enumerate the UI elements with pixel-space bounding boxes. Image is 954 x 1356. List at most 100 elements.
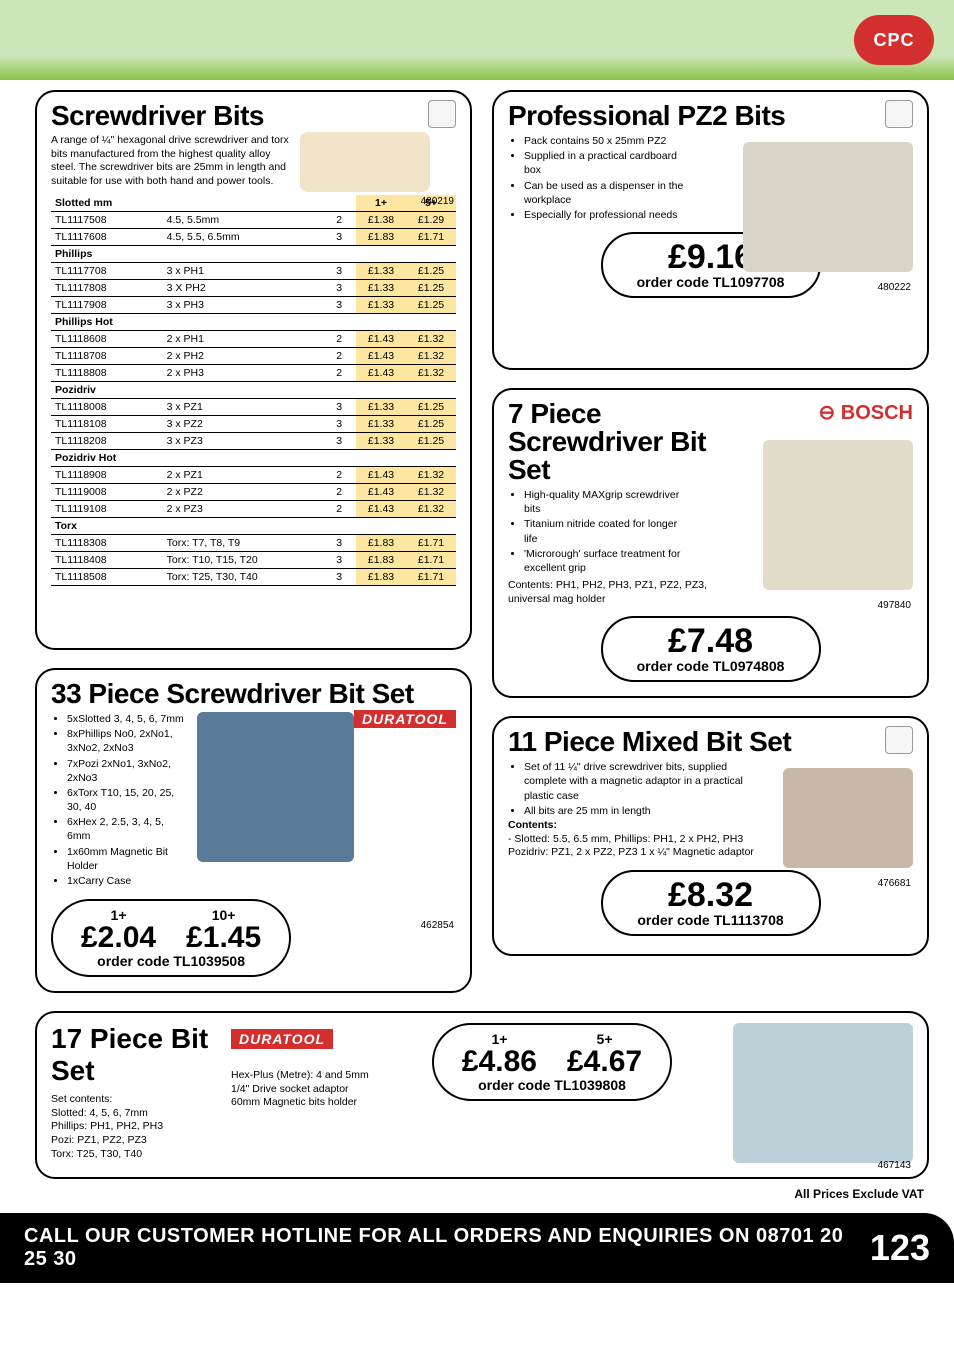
tier-price: £1.45 [186, 923, 261, 953]
cell-price-1: £1.83 [356, 551, 406, 568]
cell-desc: 4.5, 5.5, 6.5mm [163, 228, 333, 245]
product-image [743, 142, 913, 272]
cell-code: TL1117808 [51, 279, 163, 296]
card-title: 7 Piece Screwdriver Bit Set [508, 400, 751, 484]
section-header: Phillips Hot [51, 313, 456, 330]
table-row: TL11181083 x PZ23£1.33£1.25 [51, 415, 456, 432]
cell-desc: 2 x PZ1 [163, 466, 333, 483]
price-value: £7.48 [631, 624, 791, 658]
cell-code: TL1118708 [51, 347, 163, 364]
cell-price-5: £1.32 [406, 500, 456, 517]
cell-pack: 3 [332, 279, 356, 296]
cell-desc: 4.5, 5.5mm [163, 211, 333, 228]
list-item: 'Microrough' surface treatment for excel… [524, 547, 690, 575]
list-item: Pack contains 50 x 25mm PZ2 [524, 134, 690, 148]
cell-code: TL1119108 [51, 500, 163, 517]
cell-price-1: £1.33 [356, 432, 406, 449]
feature-list: 5xSlotted 3, 4, 5, 6, 7mm8xPhillips No0,… [51, 712, 187, 889]
cell-desc: 3 x PZ3 [163, 432, 333, 449]
list-item: Especially for professional needs [524, 208, 690, 222]
section-header: Pozidriv Hot [51, 449, 456, 466]
list-item: Supplied in a practical cardboard box [524, 149, 690, 177]
page-footer: CALL OUR CUSTOMER HOTLINE FOR ALL ORDERS… [0, 1213, 954, 1283]
order-code: order code TL1039808 [462, 1077, 642, 1093]
cell-pack: 2 [332, 500, 356, 517]
cell-desc: 2 x PH1 [163, 330, 333, 347]
cell-desc: 3 X PH2 [163, 279, 333, 296]
list-item: High-quality MAXgrip screwdriver bits [524, 488, 690, 516]
col-header: 1+ [356, 195, 406, 212]
cell-desc: Torx: T10, T15, T20 [163, 551, 333, 568]
cell-price-5: £1.25 [406, 262, 456, 279]
card-title: 33 Piece Screwdriver Bit Set DURATOOL [51, 680, 456, 708]
col-header: Slotted mm [51, 195, 163, 212]
price-box: 1+ £2.04 10+ £1.45 order code TL1039508 [51, 899, 291, 977]
table-row: TL11182083 x PZ33£1.33£1.25 [51, 432, 456, 449]
cell-desc: 2 x PZ3 [163, 500, 333, 517]
cell-code: TL1118308 [51, 534, 163, 551]
list-item: Can be used as a dispenser in the workpl… [524, 179, 690, 207]
card-11-piece: 11 Piece Mixed Bit Set Set of 11 ¼" driv… [492, 716, 929, 956]
list-item: All bits are 25 mm in length [524, 804, 771, 818]
order-code: order code TL0974808 [631, 658, 791, 674]
cell-code: TL1118208 [51, 432, 163, 449]
sku-label: 497840 [878, 600, 911, 611]
cell-pack: 3 [332, 568, 356, 585]
cell-price-1: £1.43 [356, 466, 406, 483]
cell-desc: 2 x PH2 [163, 347, 333, 364]
cell-price-5: £1.32 [406, 347, 456, 364]
price-tier: 1+ £2.04 [81, 907, 156, 953]
feature-list: Pack contains 50 x 25mm PZ2Supplied in a… [508, 134, 690, 222]
cell-desc: 3 x PZ1 [163, 398, 333, 415]
cell-price-5: £1.71 [406, 228, 456, 245]
table-row: TL11189082 x PZ12£1.43£1.32 [51, 466, 456, 483]
brand-badge-duratool: DURATOOL [231, 1029, 333, 1049]
list-item: 1x60mm Magnetic Bit Holder [67, 845, 187, 873]
brand-badge-duratool: DURATOOL [354, 710, 456, 728]
table-row: TL11191082 x PZ32£1.43£1.32 [51, 500, 456, 517]
sku-label: 476681 [878, 878, 911, 889]
cell-code: TL1118508 [51, 568, 163, 585]
card-pz2-bits: Professional PZ2 Bits Pack contains 50 x… [492, 90, 929, 370]
page-number: 123 [870, 1227, 930, 1269]
feature-list: Set of 11 ¼" drive screwdriver bits, sup… [508, 760, 771, 818]
table-row: TL1118508Torx: T25, T30, T403£1.83£1.71 [51, 568, 456, 585]
list-item: 6xHex 2, 2.5, 3, 4, 5, 6mm [67, 815, 187, 843]
cell-code: TL1117908 [51, 296, 163, 313]
intro-text: A range of ¼" hexagonal drive screwdrive… [51, 134, 294, 189]
product-image [733, 1023, 913, 1163]
product-image [197, 712, 354, 862]
cell-pack: 2 [332, 483, 356, 500]
price-box: 1+ £4.86 5+ £4.67 order code TL1039808 [432, 1023, 672, 1101]
cell-pack: 3 [332, 432, 356, 449]
cell-price-1: £1.33 [356, 415, 406, 432]
order-code: order code TL1097708 [631, 274, 791, 290]
table-row: TL1118308Torx: T7, T8, T93£1.83£1.71 [51, 534, 456, 551]
price-tier: 10+ £1.45 [186, 907, 261, 953]
list-item: 7xPozi 2xNo1, 3xNo2, 2xNo3 [67, 757, 187, 785]
price-value: £8.32 [631, 878, 791, 912]
card-title: Professional PZ2 Bits [508, 102, 913, 130]
cell-pack: 3 [332, 398, 356, 415]
cell-price-5: £1.71 [406, 551, 456, 568]
cell-code: TL1119008 [51, 483, 163, 500]
cell-price-1: £1.33 [356, 296, 406, 313]
card-33-piece: 33 Piece Screwdriver Bit Set DURATOOL 5x… [35, 668, 472, 993]
cell-pack: 3 [332, 228, 356, 245]
cell-price-5: £1.25 [406, 415, 456, 432]
cell-price-1: £1.43 [356, 330, 406, 347]
cell-desc: 2 x PZ2 [163, 483, 333, 500]
price-table: Slotted mm1+5+TL11175084.5, 5.5mm2£1.38£… [51, 195, 456, 586]
product-image [763, 440, 913, 590]
table-row: TL11186082 x PH12£1.43£1.32 [51, 330, 456, 347]
brand-badge-bosch: ⊖ BOSCH [818, 400, 913, 425]
card-17-piece: 17 Piece Bit Set Set contents: Slotted: … [35, 1011, 929, 1179]
contents-text: Contents: PH1, PH2, PH3, PZ1, PZ2, PZ3, … [508, 579, 711, 606]
cell-pack: 3 [332, 551, 356, 568]
cell-price-1: £1.43 [356, 500, 406, 517]
table-row: TL11188082 x PH32£1.43£1.32 [51, 364, 456, 381]
cell-code: TL1118008 [51, 398, 163, 415]
contents-col1: Slotted: 4, 5, 6, 7mm Phillips: PH1, PH2… [51, 1107, 211, 1162]
cell-price-1: £1.43 [356, 483, 406, 500]
top-bar: CPC [0, 0, 954, 80]
